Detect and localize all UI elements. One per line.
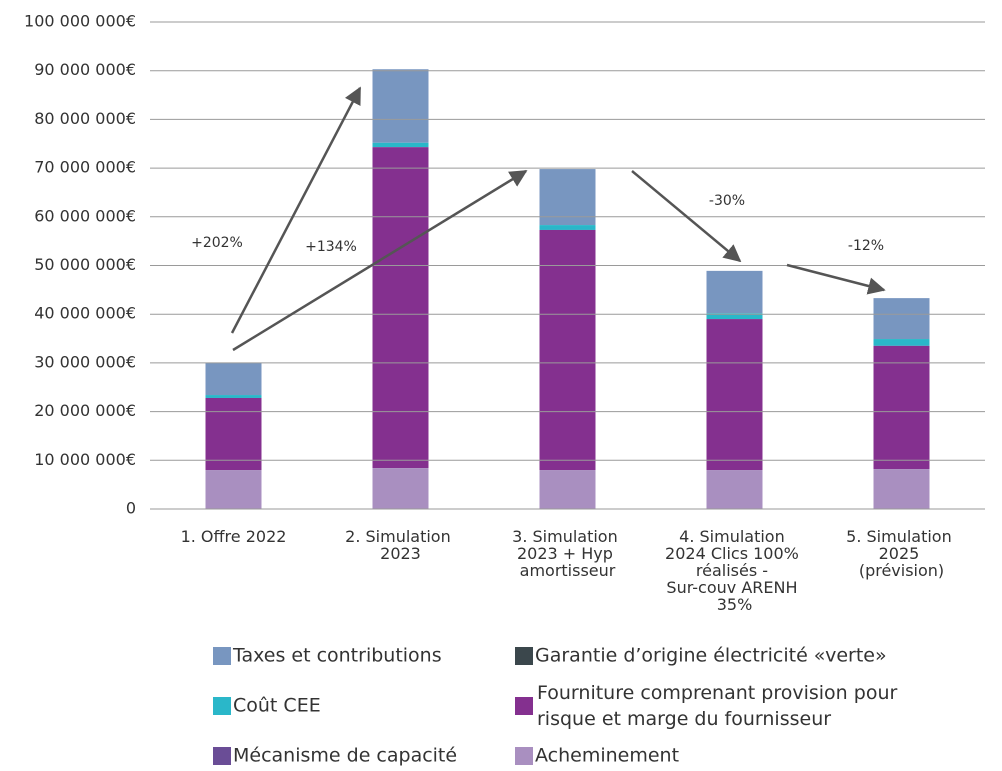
y-tick-label: 100 000 000€ [24, 12, 136, 31]
bar-segment [873, 339, 930, 346]
y-tick-label: 20 000 000€ [34, 401, 136, 420]
bar-segment [539, 169, 596, 226]
arrows [230, 86, 886, 352]
legend-label: Coût CEE [233, 695, 321, 717]
bar-segment [706, 270, 763, 314]
arrow [631, 170, 742, 263]
bar-segment [205, 395, 262, 398]
bar-segment [539, 229, 596, 471]
y-tick-label: 30 000 000€ [34, 352, 136, 371]
bar-segment [706, 470, 763, 509]
bar-segment [873, 298, 930, 340]
legend-swatch [515, 747, 533, 765]
legend-label: Acheminement [535, 745, 679, 767]
legend-swatch [213, 747, 231, 765]
y-tick-label: 60 000 000€ [34, 206, 136, 225]
bar-segment [372, 468, 429, 509]
annotation: -12% [848, 238, 884, 254]
x-tick-label: 2. Simulation 2023 [345, 527, 456, 563]
annotation: +202% [191, 235, 243, 251]
bar-segment [539, 225, 596, 230]
arrow [232, 169, 528, 352]
legend-label: Taxes et contributions [232, 645, 442, 667]
bar-segment [706, 313, 763, 320]
bar-segment [539, 470, 596, 509]
bar-segment [205, 470, 262, 509]
arrow [786, 263, 886, 295]
y-tick-label: 80 000 000€ [34, 109, 136, 128]
y-tick-label: 50 000 000€ [34, 255, 136, 274]
x-tick-label: 4. Simulation 2024 Clics 100% réalisés -… [665, 527, 804, 614]
x-tick-label: 5. Simulation 2025 (prévision) [846, 527, 957, 580]
arrow [230, 86, 362, 334]
annotation: +134% [305, 239, 357, 255]
x-tick-label: 1. Offre 2022 [181, 527, 287, 546]
y-tick-label: 70 000 000€ [34, 158, 136, 177]
bar-segment [873, 469, 930, 509]
bar-segment [372, 147, 429, 469]
y-tick-label: 40 000 000€ [34, 304, 136, 323]
legend-label: Garantie d’origine électricité «verte» [535, 645, 887, 667]
x-tick-label: 3. Simulation 2023 + Hyp amortisseur [512, 527, 623, 580]
bar-segment [372, 142, 429, 148]
annotation: -30% [709, 193, 745, 209]
bar-segment [873, 345, 930, 470]
bar-segment [205, 362, 262, 396]
legend-swatch [515, 697, 533, 715]
bar-segment [706, 319, 763, 471]
bar-segment [372, 69, 429, 143]
y-tick-label: 0 [126, 499, 136, 518]
bar-segment [205, 397, 262, 471]
legend-swatch [213, 697, 231, 715]
y-tick-label: 10 000 000€ [34, 450, 136, 469]
legend-swatch [515, 647, 533, 665]
legend-swatch [213, 647, 231, 665]
legend-label: Fourniture comprenant provision pour ris… [537, 682, 903, 730]
y-tick-label: 90 000 000€ [34, 60, 136, 79]
legend-label: Mécanisme de capacité [233, 745, 457, 767]
